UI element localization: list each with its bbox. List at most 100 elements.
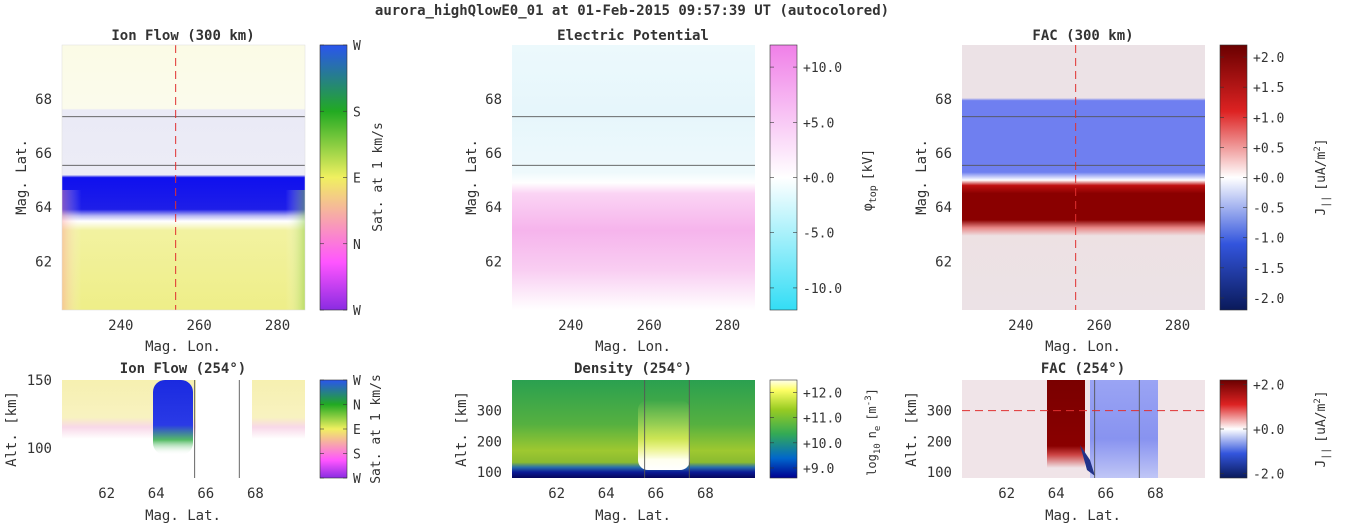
heatmap-blue-region [1090, 380, 1158, 478]
colorbar [769, 379, 798, 479]
y-tick-label: 62 [935, 254, 952, 270]
colorbar-label: log10 ne [m-3] [864, 388, 883, 476]
x-tick-label: 66 [1097, 486, 1114, 502]
x-tick-label: 240 [1008, 318, 1033, 334]
colorbar [1219, 379, 1248, 479]
y-tick-label: 200 [927, 434, 952, 450]
colorbar [319, 44, 348, 311]
overlay-lines [962, 45, 1205, 310]
colorbar-label: J|| [uA/m2] [1313, 390, 1332, 467]
x-axis-label: Mag. Lon. [595, 339, 671, 355]
panel-title: Electric Potential [557, 28, 709, 44]
colorbar-label: J|| [uA/m2] [1313, 138, 1332, 215]
colorbar-tick-label: N [353, 399, 361, 414]
colorbar-tick-label: W [353, 374, 361, 389]
colorbar-label-unit: [uA/m [1314, 151, 1329, 190]
x-tick-labels: 240 260 280 [108, 318, 290, 334]
colorbar-tick-label: -2.0 [1253, 468, 1284, 483]
heatmap-edge-shading [62, 190, 305, 310]
overlay-lines [512, 116, 755, 166]
x-tick-label: 260 [637, 318, 662, 334]
x-tick-labels: 62 64 66 68 [998, 486, 1164, 502]
x-tick-labels: 240 260 280 [1008, 318, 1190, 334]
colorbar-label-sub: || [1321, 448, 1332, 460]
colorbar-tick-labels: -10.0 -5.0 +0.0 +5.0 +10.0 [770, 61, 842, 297]
colorbar-tick-label: E [353, 423, 361, 438]
colorbar-tick-label: +12.0 [803, 387, 842, 402]
x-tick-label: 64 [1048, 486, 1065, 502]
colorbar-label-sup: 2 [1313, 146, 1323, 151]
x-tick-label: 280 [715, 318, 740, 334]
colorbar-label-unit: [m [865, 406, 879, 420]
colorbar-label-unit: [uA/m [1314, 403, 1329, 442]
colorbar-label-end: ] [1314, 390, 1329, 398]
x-tick-label: 62 [98, 486, 115, 502]
heatmap-clear-band [196, 380, 252, 478]
colorbar-label-log: log [865, 454, 879, 476]
y-axis-label: Mag. Lat. [914, 139, 930, 215]
colorbar-tick-label: N [353, 238, 361, 253]
colorbar-label-sub: 10 [873, 443, 883, 454]
colorbar-tick-labels: W N E S W [320, 39, 361, 319]
colorbar-tick-label: W [353, 39, 361, 54]
x-tick-label: 240 [108, 318, 133, 334]
panel-ion-flow-alt: Ion Flow (254°) 62 64 66 68 100 150 Mag. Lat… [4, 361, 384, 524]
colorbar-tick-label: +1.5 [1253, 81, 1284, 96]
x-tick-label: 62 [998, 486, 1015, 502]
y-tick-label: 66 [485, 146, 502, 162]
x-tick-labels: 62 64 66 68 [98, 486, 264, 502]
y-tick-label: 66 [935, 146, 952, 162]
colorbar-tick-label: +10.0 [803, 61, 842, 76]
colorbar-tick-label: +0.0 [1253, 172, 1284, 187]
colorbar-label-sub: top [868, 185, 879, 203]
y-tick-label: 200 [477, 434, 502, 450]
colorbar-tick-labels: +9.0 +10.0 +11.0 +12.0 [770, 387, 842, 477]
y-tick-labels: 100 200 300 [927, 404, 952, 481]
x-tick-labels: 240 260 280 [558, 318, 740, 334]
colorbar-label-symbol: J [1314, 208, 1329, 216]
y-tick-label: 100 [27, 441, 52, 457]
y-axis-label: Mag. Lat. [14, 139, 30, 215]
colorbar-tick-label: -0.5 [1253, 202, 1284, 217]
colorbar-label-sup: -3 [864, 395, 874, 406]
colorbar-tick-label: +11.0 [803, 412, 842, 427]
figure-title: aurora_highQlowE0_01 at 01-Feb-2015 09:5… [375, 3, 889, 19]
heatmap-blue-streak [1080, 445, 1095, 476]
colorbar-tick-labels: -2.0 -1.5 -1.0 -0.5 +0.0 +0.5 +1.0 +1.5 +2.0 [1220, 51, 1284, 307]
colorbar-label-unit: [kV] [861, 149, 876, 180]
panel-potential-map: Electric Potential 240 260 280 62 64 66 68 Ma… [464, 28, 879, 355]
heatmap-image [512, 380, 755, 478]
colorbar-label: φtop [kV] [861, 149, 879, 211]
colorbar-label: Sat. at 1 km/s [371, 122, 386, 232]
panel-title: FAC (254°) [1041, 361, 1125, 377]
colorbar-tick-label: W [353, 472, 361, 487]
x-tick-label: 62 [548, 486, 565, 502]
x-tick-label: 260 [187, 318, 212, 334]
overlay-lines [194, 380, 240, 478]
y-tick-label: 66 [35, 146, 52, 162]
colorbar-tick-label: +2.0 [1253, 378, 1284, 393]
panel-density-alt: Density (254°) 62 64 66 68 100 200 300 Mag. L… [454, 361, 883, 524]
y-tick-label: 100 [477, 465, 502, 481]
panel-title: Ion Flow (300 km) [111, 28, 254, 44]
x-tick-label: 64 [598, 486, 615, 502]
y-tick-labels: 62 64 66 68 [485, 92, 502, 270]
panel-title: FAC (300 km) [1032, 28, 1133, 44]
panel-fac-map: FAC (300 km) 240 260 280 62 64 66 68 Mag. Lon… [914, 28, 1332, 355]
colorbar-tick-labels: -2.0 +0.0 +2.0 [1220, 378, 1284, 483]
y-axis-label: Mag. Lat. [464, 139, 480, 215]
colorbar-tick-label: -2.0 [1253, 292, 1284, 307]
overlay-lines [644, 380, 690, 478]
colorbar-label-end: ] [1314, 138, 1329, 146]
colorbar-label-sub: || [1321, 196, 1332, 208]
y-tick-label: 68 [935, 92, 952, 108]
colorbar-tick-label: +2.0 [1253, 51, 1284, 66]
heatmap-red-region [1047, 380, 1085, 468]
colorbar [769, 44, 798, 311]
colorbar-tick-label: -10.0 [803, 282, 842, 297]
y-tick-label: 64 [35, 200, 52, 216]
y-tick-labels: 100 150 [27, 373, 52, 457]
x-tick-label: 66 [647, 486, 664, 502]
colorbar-label-sub2: e [873, 426, 883, 431]
